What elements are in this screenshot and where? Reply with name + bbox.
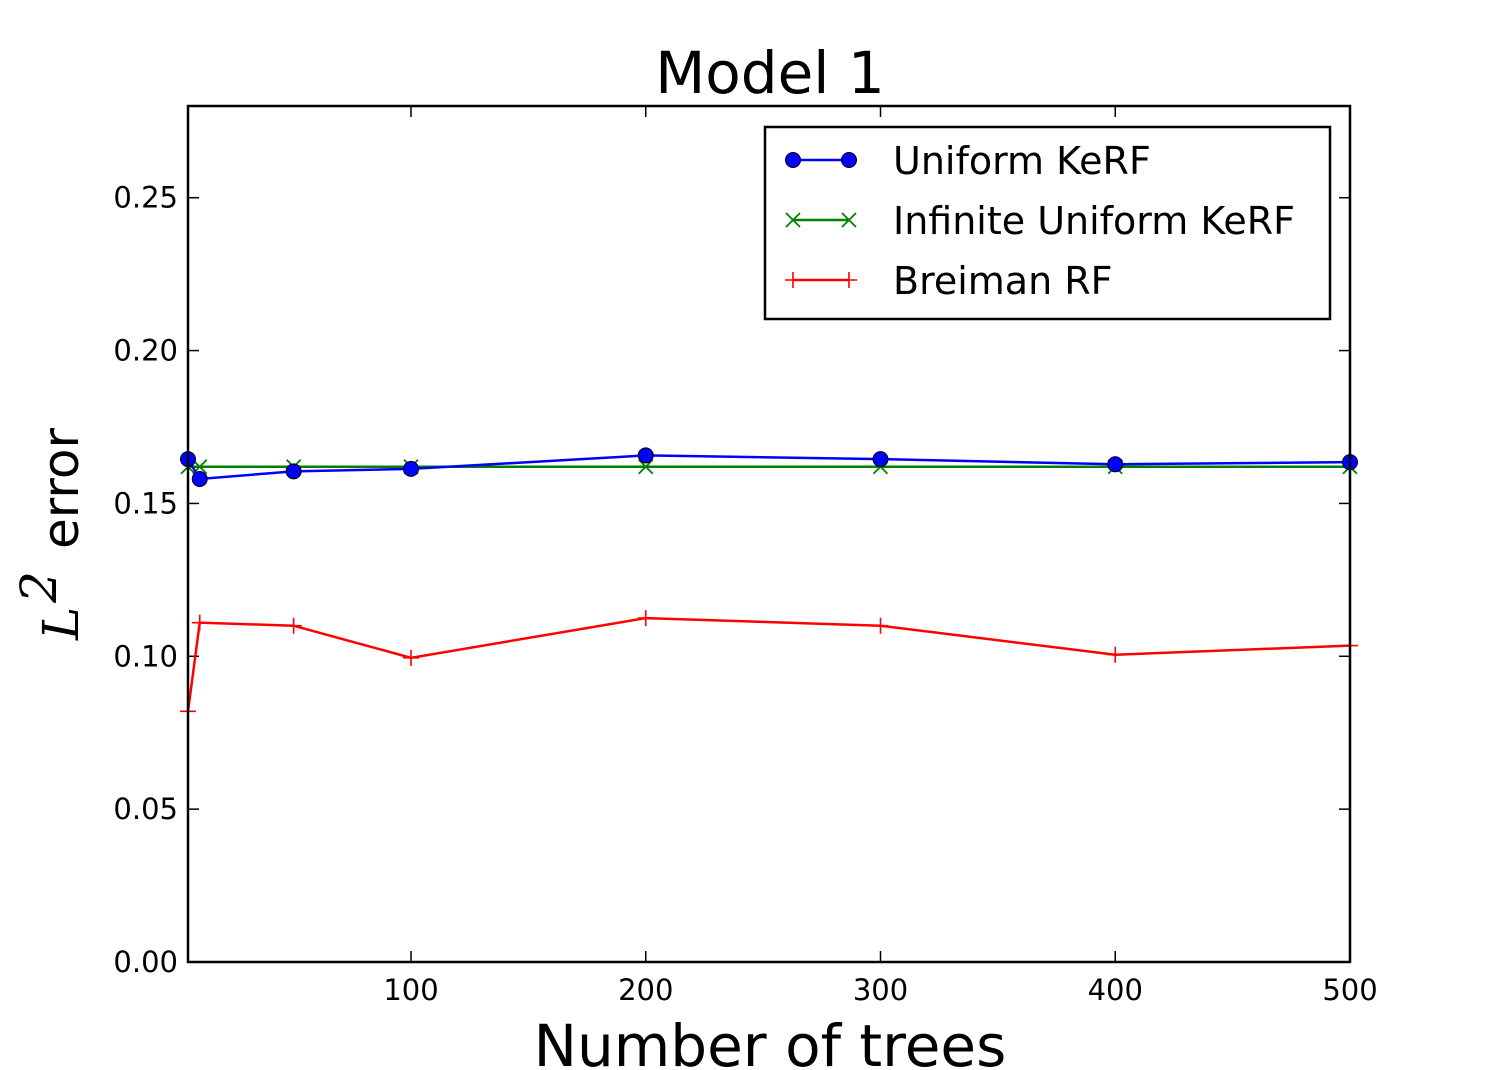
legend-marker (785, 212, 801, 228)
legend-marker (841, 152, 857, 168)
data-point (403, 460, 420, 477)
legend-item: Infinite Uniform KeRF (785, 199, 1295, 243)
x-tick-label: 500 (1322, 973, 1377, 1007)
y-tick-label: 0.05 (113, 792, 178, 826)
x-tick-label: 300 (853, 973, 908, 1007)
series-1 (180, 459, 1358, 475)
legend-marker (785, 152, 801, 168)
ticks-layer: 100 200 300 400 500 0.00 0.05 0.10 0.15 0.20 0.25 (113, 106, 1378, 1007)
data-point (1107, 456, 1124, 473)
y-axis-label-math: L (32, 607, 90, 641)
legend-item: Breiman RF (785, 259, 1113, 303)
y-tick-label: 0.20 (113, 334, 178, 368)
data-point (1107, 646, 1124, 663)
y-tick-label: 0.00 (113, 945, 178, 979)
data-point (637, 447, 654, 464)
legend-item: Uniform KeRF (785, 139, 1151, 183)
series-line (186, 616, 1351, 712)
y-tick-label: 0.25 (113, 181, 178, 215)
series-layer (180, 447, 1358, 720)
legend-label: Infinite Uniform KeRF (893, 199, 1295, 243)
data-point (285, 463, 302, 480)
legend: Uniform KeRF Infinite Uniform KeRF Breiman… (763, 125, 1332, 321)
chart-title: Model 1 (655, 39, 884, 107)
y-axis-label-superscript: 2 (10, 571, 68, 604)
data-point (872, 451, 889, 468)
legend-label: Breiman RF (893, 259, 1113, 303)
y-axis-label: L 2 error (10, 428, 90, 642)
x-tick-label: 100 (383, 973, 438, 1007)
plot-frame (186, 104, 1352, 964)
legend-marker (841, 212, 857, 228)
y-tick-label: 0.15 (113, 486, 178, 520)
data-point (637, 610, 654, 627)
legend-items: Uniform KeRF Infinite Uniform KeRF Breiman… (785, 139, 1295, 303)
y-tick-label: 0.10 (113, 639, 178, 673)
data-point (191, 470, 208, 487)
series-2 (180, 610, 1358, 720)
series-line (186, 454, 1351, 481)
y-axis-label-text: error (32, 428, 90, 549)
data-point (638, 459, 654, 475)
x-axis-label: Number of trees (534, 1012, 1007, 1070)
legend-box (763, 125, 1332, 321)
data-point (285, 617, 302, 634)
legend-marker (785, 272, 801, 288)
data-point (872, 617, 889, 634)
data-point (191, 614, 208, 631)
legend-label: Uniform KeRF (893, 139, 1151, 183)
svg-text:L 2 error: L 2 error (10, 428, 90, 642)
legend-marker (841, 272, 857, 288)
data-point (403, 649, 420, 666)
x-tick-label: 200 (618, 973, 673, 1007)
x-tick-label: 400 (1088, 973, 1143, 1007)
